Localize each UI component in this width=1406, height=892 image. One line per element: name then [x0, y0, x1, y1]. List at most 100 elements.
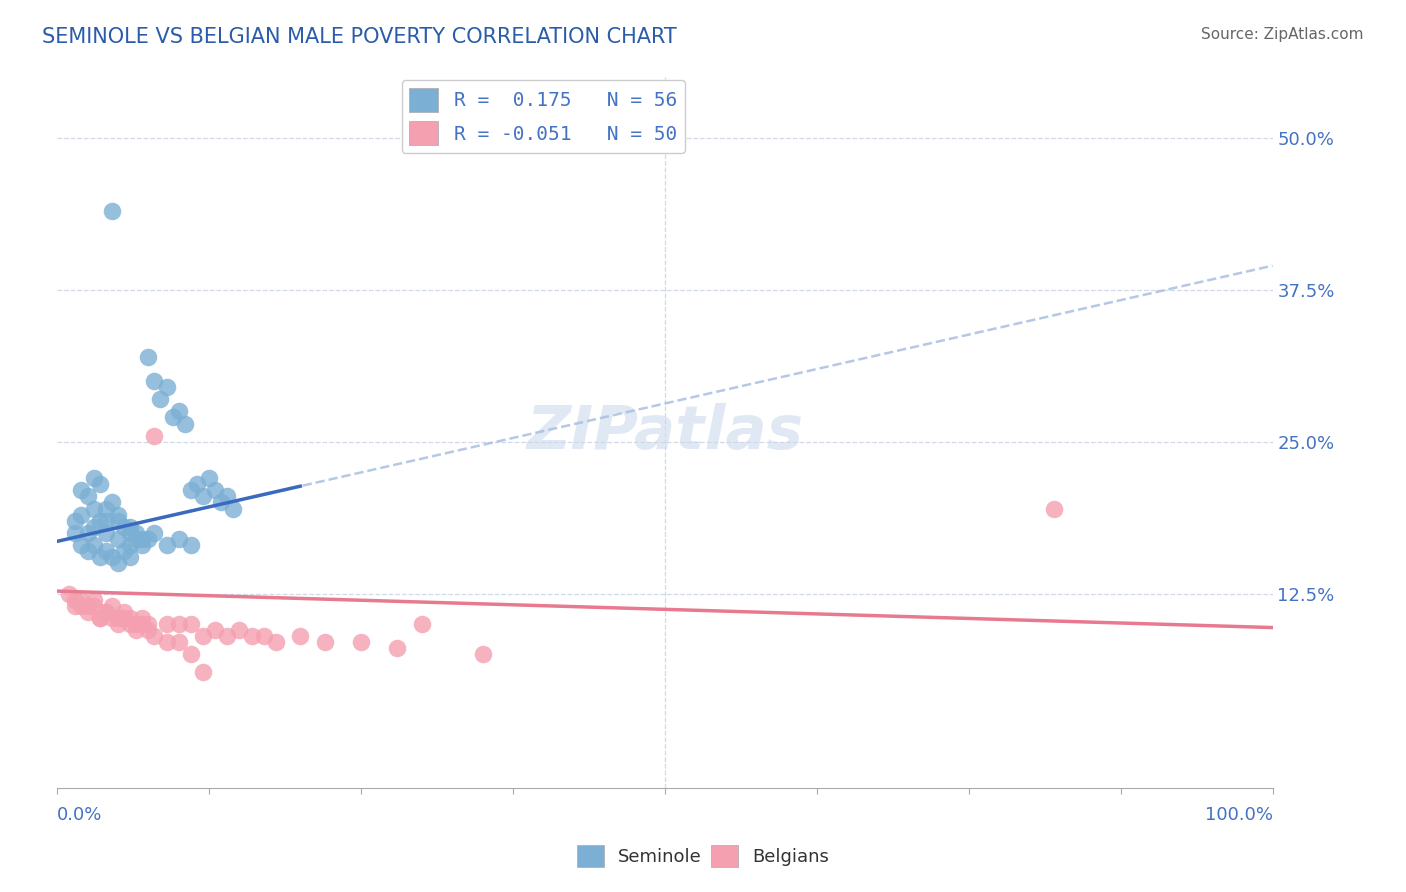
Point: [101, 204, 124, 219]
Point: [350, 635, 373, 649]
Legend: Seminole, Belgians: Seminole, Belgians: [569, 838, 837, 874]
Point: [76, 605, 98, 619]
Legend: R =  0.175   N = 56, R = -0.051   N = 50: R = 0.175 N = 56, R = -0.051 N = 50: [402, 80, 685, 153]
Point: [107, 616, 129, 631]
Point: [120, 538, 142, 552]
Point: [101, 611, 124, 625]
Point: [180, 648, 202, 662]
Point: [120, 520, 142, 534]
Point: [143, 629, 166, 643]
Point: [131, 611, 153, 625]
Point: [107, 514, 129, 528]
Point: [112, 544, 135, 558]
Point: [70, 483, 93, 498]
Point: [89, 514, 111, 528]
Point: [167, 404, 190, 418]
Point: [101, 599, 124, 613]
Point: [136, 623, 159, 637]
Point: [89, 611, 111, 625]
Point: [70, 508, 93, 522]
Point: [136, 350, 159, 364]
Point: [112, 520, 135, 534]
Point: [1042, 501, 1064, 516]
Point: [387, 641, 409, 656]
Point: [180, 538, 202, 552]
Point: [186, 477, 208, 491]
Point: [191, 629, 214, 643]
Point: [120, 525, 142, 540]
Point: [290, 629, 312, 643]
Point: [89, 611, 111, 625]
Point: [136, 532, 159, 546]
Point: [107, 611, 129, 625]
Point: [125, 532, 148, 546]
Point: [58, 586, 80, 600]
Point: [112, 605, 135, 619]
Point: [209, 495, 232, 509]
Point: [120, 550, 142, 565]
Point: [204, 623, 226, 637]
Text: 0.0%: 0.0%: [58, 806, 103, 824]
Text: Source: ZipAtlas.com: Source: ZipAtlas.com: [1201, 27, 1364, 42]
Point: [107, 532, 129, 546]
Point: [217, 629, 239, 643]
Point: [65, 592, 87, 607]
Point: [173, 417, 195, 431]
Point: [240, 629, 263, 643]
Point: [112, 611, 135, 625]
Point: [143, 525, 166, 540]
Point: [125, 525, 148, 540]
Point: [222, 501, 245, 516]
Point: [264, 635, 287, 649]
Point: [411, 616, 433, 631]
Point: [94, 605, 117, 619]
Point: [155, 380, 177, 394]
Point: [228, 623, 250, 637]
Point: [155, 635, 177, 649]
Point: [76, 544, 98, 558]
Point: [70, 592, 93, 607]
Point: [83, 471, 105, 485]
Text: ZIPatlas: ZIPatlas: [526, 403, 803, 462]
Point: [191, 665, 214, 680]
Point: [217, 490, 239, 504]
Point: [83, 599, 105, 613]
Point: [83, 520, 105, 534]
Text: SEMINOLE VS BELGIAN MALE POVERTY CORRELATION CHART: SEMINOLE VS BELGIAN MALE POVERTY CORRELA…: [42, 27, 676, 46]
Point: [94, 525, 117, 540]
Point: [70, 538, 93, 552]
Point: [149, 392, 172, 407]
Point: [65, 514, 87, 528]
Point: [83, 592, 105, 607]
Point: [107, 556, 129, 570]
Point: [89, 477, 111, 491]
Point: [191, 490, 214, 504]
Point: [204, 483, 226, 498]
Point: [65, 599, 87, 613]
Point: [131, 532, 153, 546]
Point: [131, 616, 153, 631]
Text: 100.0%: 100.0%: [1205, 806, 1272, 824]
Point: [167, 616, 190, 631]
Point: [94, 501, 117, 516]
Point: [167, 635, 190, 649]
Point: [180, 616, 202, 631]
Point: [155, 616, 177, 631]
Point: [180, 483, 202, 498]
Point: [76, 599, 98, 613]
Point: [131, 538, 153, 552]
Point: [120, 616, 142, 631]
Point: [101, 495, 124, 509]
Point: [471, 648, 494, 662]
Point: [125, 623, 148, 637]
Point: [94, 605, 117, 619]
Point: [136, 616, 159, 631]
Point: [167, 532, 190, 546]
Point: [76, 490, 98, 504]
Point: [94, 514, 117, 528]
Point: [143, 374, 166, 388]
Point: [198, 471, 221, 485]
Point: [65, 525, 87, 540]
Point: [253, 629, 276, 643]
Point: [89, 550, 111, 565]
